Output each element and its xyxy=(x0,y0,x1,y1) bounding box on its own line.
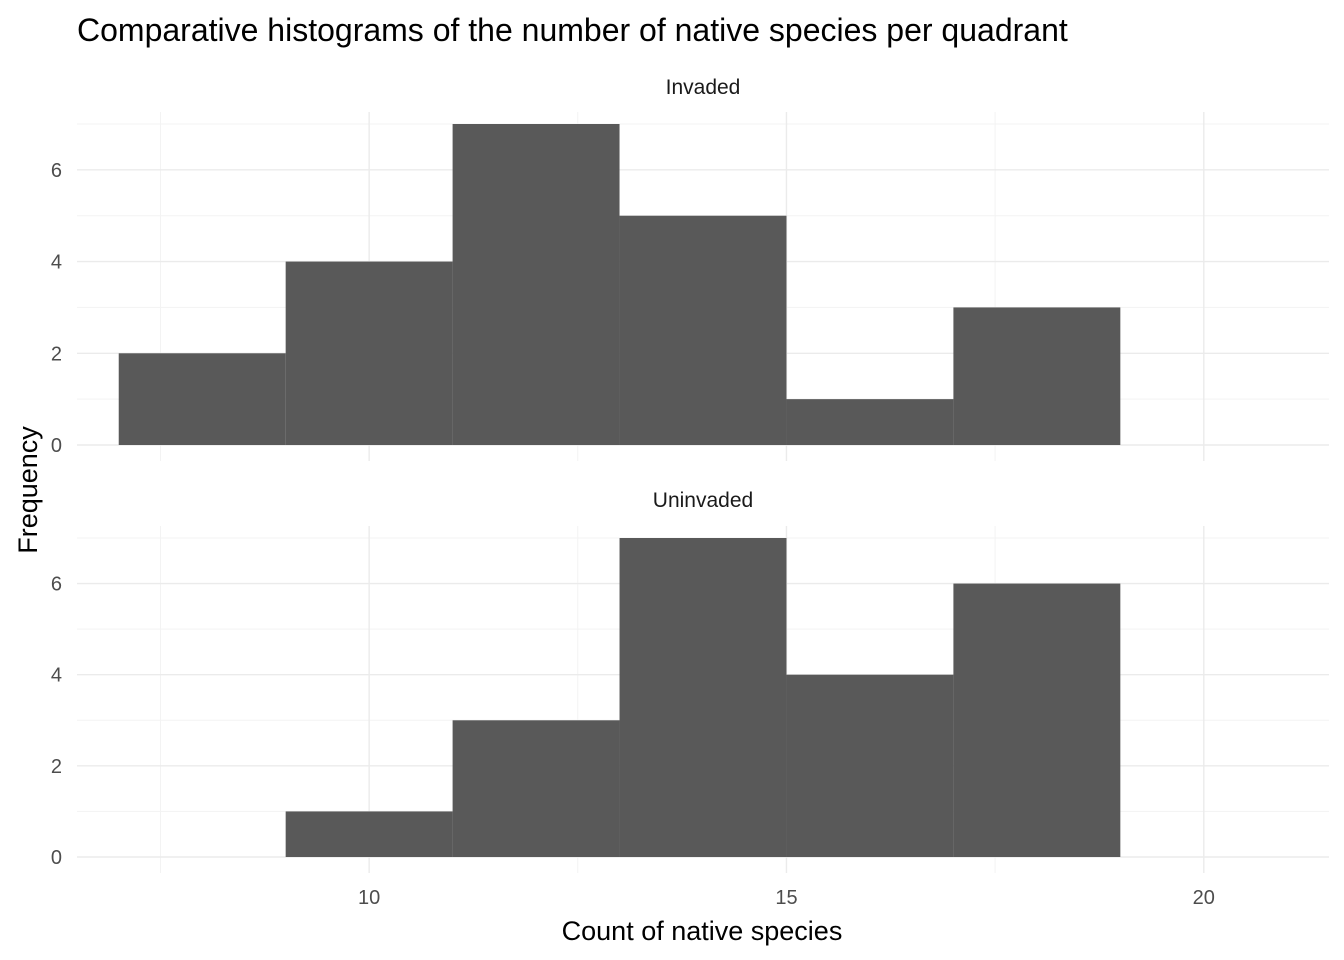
x-axis-title: Count of native species xyxy=(562,916,843,946)
facet-strip-label: Invaded xyxy=(666,76,741,99)
chart-title: Comparative histograms of the number of … xyxy=(77,12,1068,48)
histogram-bar-invaded-15-17 xyxy=(786,399,954,445)
y-tick-label: 6 xyxy=(51,574,62,596)
y-tick-label: 4 xyxy=(51,252,62,274)
y-tick-label: 4 xyxy=(51,665,62,687)
histogram-bar-invaded-9-11 xyxy=(285,261,453,445)
histogram-bar-uninvaded-17-19 xyxy=(953,583,1121,857)
x-tick-label: 20 xyxy=(1193,887,1215,909)
y-tick-label: 2 xyxy=(51,756,62,778)
y-tick-label: 2 xyxy=(51,343,62,365)
facet-panel-invaded: Invaded 0 2 4 6 xyxy=(51,76,1329,461)
histogram-bar-invaded-7-9 xyxy=(118,353,286,445)
histogram-bar-invaded-13-15 xyxy=(619,215,787,445)
histogram-bar-uninvaded-11-13 xyxy=(452,720,620,857)
x-axis-tick-labels: 10 15 20 xyxy=(358,887,1215,909)
histogram-bar-uninvaded-13-15 xyxy=(619,538,787,857)
x-tick-label: 10 xyxy=(358,887,380,909)
facet-panel-uninvaded: Uninvaded 0 2 4 6 xyxy=(51,489,1329,873)
x-tick-label: 15 xyxy=(775,887,797,909)
y-tick-label: 0 xyxy=(51,435,62,457)
facet-strip-label: Uninvaded xyxy=(653,489,753,512)
histogram-bar-invaded-11-13 xyxy=(452,124,620,445)
histogram-bar-invaded-17-19 xyxy=(953,307,1121,445)
histogram-bar-uninvaded-15-17 xyxy=(786,674,954,857)
y-tick-label: 0 xyxy=(51,847,62,869)
facet-panels: Invaded 0 2 4 6 Uninvaded 0 2 4 6 xyxy=(51,76,1329,873)
y-tick-label: 6 xyxy=(51,160,62,182)
histogram-bar-uninvaded-9-11 xyxy=(285,811,453,857)
y-axis-title: Frequency xyxy=(13,426,43,554)
